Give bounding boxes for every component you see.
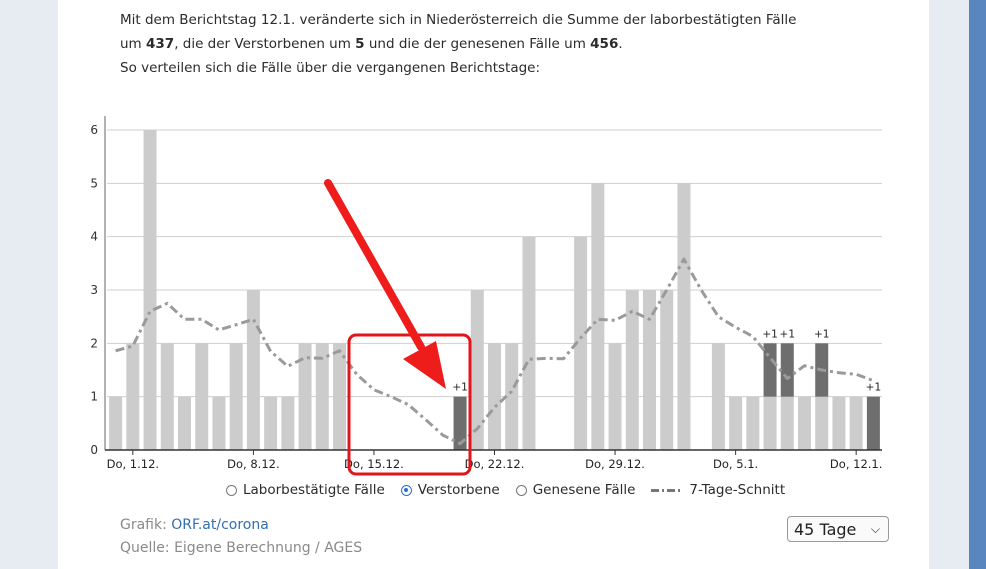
bar [264,396,278,450]
bar [746,396,760,450]
annotation-arrow-shaft [324,179,425,351]
bar [815,396,829,450]
bar [246,290,260,450]
page-gutter-right [929,0,969,569]
page-gutter-left [0,0,58,569]
bar [195,343,209,450]
bar-increment [866,396,880,450]
radio-icon [226,484,237,496]
legend-deaths-radio[interactable]: Verstorbene [400,482,500,498]
y-tick-label: 1 [90,390,98,404]
increment-label: +1 [762,328,777,340]
x-tick-label: Do, 15.12. [344,457,404,471]
bar [711,343,725,450]
dash-line-icon [651,488,684,492]
bar [591,183,605,451]
bar [729,396,743,450]
bar [625,290,639,450]
annotation-arrow-head [403,341,446,389]
bar [643,290,656,450]
bar [780,396,794,450]
source-link[interactable]: ORF.at/corona [171,517,269,533]
y-tick-label: 5 [90,176,98,190]
x-tick-label: Do, 5.1. [713,457,758,471]
bar [574,236,588,450]
legend-recovered-radio[interactable]: Genesene Fälle [515,482,635,498]
legend-7day-avg: 7-Tage-Schnitt [651,482,785,498]
bar [505,343,519,450]
radio-icon [515,484,527,496]
increment-label: +1 [452,382,467,394]
bar [608,343,622,450]
bar [660,290,674,450]
chevron-down-icon: ⌵ [870,521,880,536]
radio-selected-icon [400,484,412,496]
bar [126,343,140,450]
x-tick-label: Do, 1.12. [107,457,159,471]
y-tick-label: 2 [90,336,98,350]
intro-line-1: Mit dem Berichtstag 12.1. veränderte sic… [120,12,797,28]
bar [109,396,123,450]
increment-label: +1 [780,328,795,340]
bar [298,343,312,450]
bar [763,396,777,450]
y-tick-label: 4 [90,230,98,244]
y-tick-label: 3 [90,283,98,297]
y-tick-label: 6 [90,123,98,137]
bar [832,396,846,450]
content-panel [58,0,929,569]
bar-increment [763,343,777,397]
annotation-box [347,333,472,476]
recovered-delta: 456 [590,36,619,52]
bar [178,396,191,450]
y-tick-label: 0 [90,443,98,457]
intro-line-2: um 437, die der Verstorbenen um 5 und di… [120,36,623,52]
bar [229,343,243,450]
legend-cases-radio[interactable]: Laborbestätigte Fälle [226,482,385,498]
bar [798,396,811,450]
bar [143,130,157,450]
bar [160,343,174,450]
bar [849,396,863,450]
x-tick-label: Do, 12.1. [830,457,882,471]
seven-day-average-line [115,257,874,446]
chart-legend: Laborbestätigte Fälle Verstorbene Genese… [226,482,801,498]
bar [522,236,536,450]
x-tick-label: Do, 29.12. [585,457,645,471]
x-tick-label: Do, 8.12. [227,457,279,471]
bar [333,343,346,450]
bar [488,343,501,450]
deaths-delta: 5 [355,36,365,52]
increment-label: +1 [866,382,881,394]
increment-label: +1 [814,328,829,340]
range-select[interactable]: 45 Tage ⌵ [787,516,889,542]
bar [281,396,295,450]
bar [470,290,484,450]
intro-line-3: So verteilen sich die Fälle über die ver… [120,60,541,76]
source-credit: Grafik: ORF.at/corona [120,517,269,533]
data-source: Quelle: Eigene Berechnung / AGES [120,540,363,556]
bar-increment [453,396,467,450]
bar-increment [780,343,794,397]
bar [315,343,329,450]
bar [677,183,691,451]
bar [212,396,226,450]
cases-delta: 437 [146,36,175,52]
x-tick-label: Do, 22.12. [465,457,525,471]
